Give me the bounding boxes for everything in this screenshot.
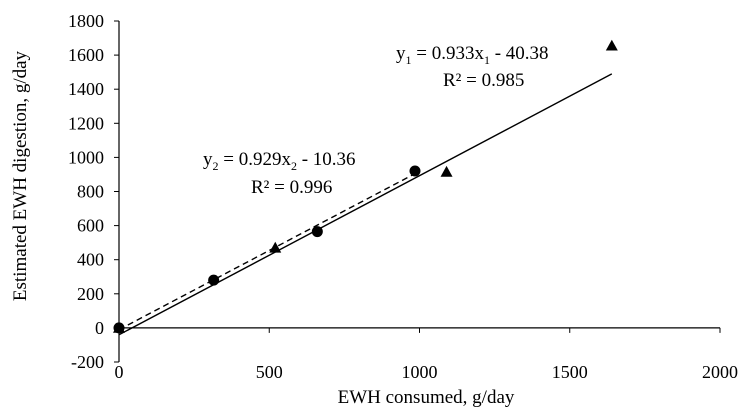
y-tick-label: 1800 — [68, 11, 104, 31]
y-tick-label: 800 — [77, 182, 104, 202]
y-tick-label: 200 — [77, 284, 104, 304]
y-tick-label: 1200 — [68, 113, 104, 133]
r2-series-1: R² = 0.985 — [443, 70, 524, 91]
y-tick-labels: -200 0 200 400 600 800 1000 1200 1400 1600 1800 — [68, 11, 104, 372]
data-point-series-2 — [311, 226, 323, 238]
y-tick-label: 1400 — [68, 79, 104, 99]
y-tick-label: 1600 — [68, 45, 104, 65]
trendline-series-2 — [118, 173, 416, 331]
x-tick-label: 1000 — [402, 362, 438, 382]
trendlines — [118, 73, 613, 336]
y-tick-label: 600 — [77, 216, 104, 236]
x-tick-label: 0 — [115, 362, 124, 382]
data-point-series-1 — [269, 241, 282, 253]
y-tick-label: -200 — [71, 352, 104, 372]
equation-series-1: y1 = 0.933x1 - 40.38 — [396, 43, 549, 67]
x-tick-labels: 0 500 1000 1500 2000 — [115, 362, 739, 382]
y-tick-label: 400 — [77, 250, 104, 270]
trendline-series-1 — [118, 73, 613, 336]
r2-series-2: R² = 0.996 — [251, 177, 332, 198]
data-point-series-2 — [409, 165, 421, 177]
data-points — [113, 39, 618, 334]
data-point-series-1 — [440, 165, 453, 177]
y-tick-label: 0 — [95, 318, 104, 338]
x-tick-label: 2000 — [702, 362, 738, 382]
x-axis-title: EWH consumed, g/day — [338, 387, 515, 408]
y-tick-label: 1000 — [68, 147, 104, 167]
x-tick-label: 1500 — [552, 362, 588, 382]
data-point-series-2 — [113, 322, 125, 334]
data-point-series-1 — [605, 39, 618, 51]
data-point-series-2 — [208, 274, 220, 286]
y-axis-title: Estimated EWH digestion, g/day — [10, 50, 31, 301]
x-tick-label: 500 — [256, 362, 283, 382]
axes — [114, 20, 721, 363]
equation-series-2: y2 = 0.929x2 - 10.36 — [203, 149, 356, 173]
